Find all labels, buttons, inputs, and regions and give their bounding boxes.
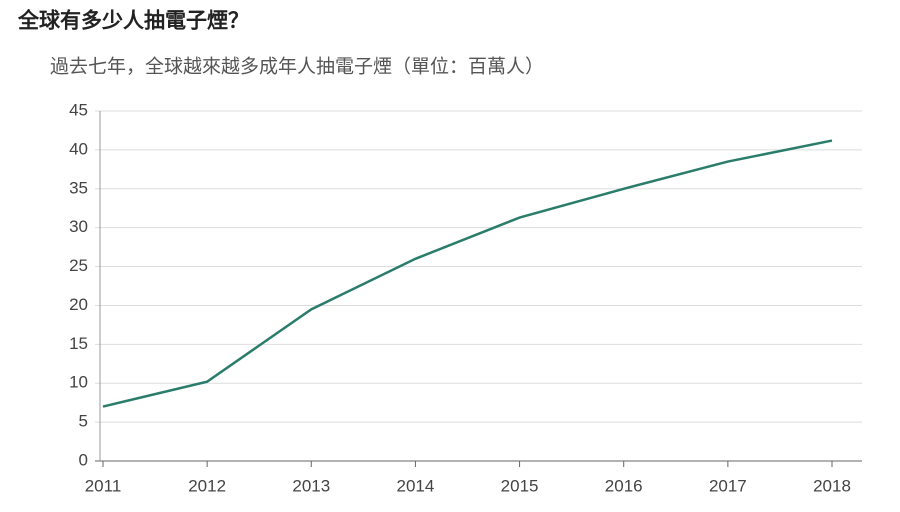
x-tick-label: 2014	[397, 476, 435, 495]
y-tick-label: 30	[69, 217, 88, 236]
x-tick-label: 2018	[813, 476, 851, 495]
y-tick-label: 25	[69, 256, 88, 275]
y-tick-label: 10	[69, 373, 88, 392]
y-tick-label: 5	[79, 412, 88, 431]
x-tick-label: 2013	[292, 476, 330, 495]
x-tick-label: 2015	[501, 476, 539, 495]
data-line	[102, 139, 833, 408]
y-tick-label: 45	[69, 100, 88, 119]
chart-subtitle: 過去七年，全球越來越多成年人抽電子煙（單位：百萬人）	[50, 56, 544, 78]
x-tick-label: 2012	[188, 476, 226, 495]
y-tick-label: 20	[69, 295, 88, 314]
x-tick-label: 2017	[709, 476, 747, 495]
x-tick-label: 2016	[605, 476, 643, 495]
y-tick-label: 40	[69, 139, 88, 158]
y-tick-label: 15	[69, 334, 88, 353]
y-tick-label: 0	[79, 450, 88, 469]
x-tick-label: 2011	[85, 476, 122, 495]
y-tick-label: 35	[69, 178, 88, 197]
chart-title: 全球有多少人抽電子煙？	[17, 8, 249, 33]
